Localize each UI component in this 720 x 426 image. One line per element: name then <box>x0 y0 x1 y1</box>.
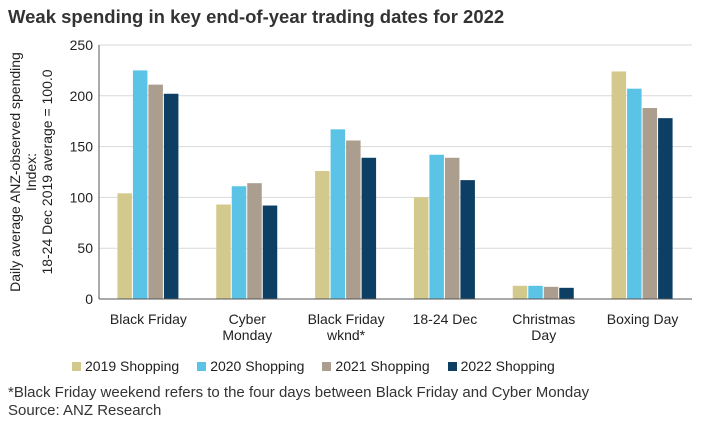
bar-2021 <box>642 107 658 299</box>
y-axis-label: Index: <box>23 153 39 191</box>
x-tick-label: Black Friday <box>308 311 385 327</box>
footnote-source: Source: ANZ Research <box>8 402 162 419</box>
legend-item-2022: 2022 Shopping <box>447 358 555 374</box>
bar-2021 <box>444 157 460 299</box>
y-tick-label: 100 <box>70 189 94 205</box>
bar-2020 <box>429 154 444 299</box>
bar-2021 <box>346 140 361 299</box>
bar-2019 <box>216 204 231 299</box>
legend-swatch-2021 <box>322 361 332 371</box>
x-tick-label: 18-24 Dec <box>413 311 478 327</box>
bar-2020 <box>627 88 642 299</box>
bar-2019 <box>611 71 627 299</box>
x-tick-label: wknd* <box>326 327 366 343</box>
bar-2020 <box>528 285 543 299</box>
bar-2022 <box>658 118 673 299</box>
bar-2020 <box>330 129 346 299</box>
bar-2021 <box>247 183 262 299</box>
bar-2022 <box>262 205 278 299</box>
bar-2021 <box>543 286 559 299</box>
legend-item-2021: 2021 Shopping <box>322 358 430 374</box>
legend-item-2019: 2019 Shopping <box>72 358 179 374</box>
bar-2020 <box>231 186 247 299</box>
y-tick-label: 250 <box>70 37 94 53</box>
bar-2022 <box>361 157 377 299</box>
legend-label-2020: 2020 Shopping <box>210 358 305 374</box>
legend-swatch-2022 <box>447 361 457 371</box>
bar-2019 <box>117 193 132 299</box>
y-tick-label: 50 <box>77 240 93 256</box>
legend-label-2019: 2019 Shopping <box>85 358 180 374</box>
bar-2022 <box>163 93 179 299</box>
x-tick-label: Black Friday <box>110 311 187 327</box>
bar-2019 <box>315 170 330 299</box>
legend: 2019 Shopping 2020 Shopping 2021 Shoppin… <box>72 358 555 374</box>
legend-swatch-2019 <box>72 361 81 371</box>
legend-swatch-2020 <box>197 361 207 371</box>
bar-2021 <box>148 84 163 300</box>
bar-2020 <box>132 70 148 300</box>
footnote: *Black Friday weekend refers to the four… <box>8 384 589 420</box>
bar-2022 <box>559 287 574 299</box>
y-axis-label: 18-24 Dec 2019 average = 100.0 <box>39 69 55 274</box>
bar-2022 <box>460 180 475 299</box>
footnote-note: *Black Friday weekend refers to the four… <box>8 384 590 401</box>
y-tick-label: 150 <box>70 139 94 155</box>
y-axis-label: Daily average ANZ-observed spending <box>7 52 23 292</box>
x-tick-label: Monday <box>222 327 272 343</box>
legend-label-2021: 2021 Shopping <box>335 358 430 374</box>
bar-2019 <box>512 285 528 299</box>
x-tick-label: Cyber <box>229 311 267 327</box>
x-tick-label: Day <box>531 327 556 343</box>
y-tick-label: 0 <box>85 291 93 307</box>
legend-item-2020: 2020 Shopping <box>197 358 304 374</box>
chart-title: Weak spending in key end-of-year trading… <box>8 6 505 27</box>
x-tick-label: Boxing Day <box>607 311 679 327</box>
bar-2019 <box>413 197 429 299</box>
y-tick-label: 200 <box>70 88 94 104</box>
legend-label-2022: 2022 Shopping <box>460 358 555 374</box>
x-tick-label: Christmas <box>512 311 575 327</box>
